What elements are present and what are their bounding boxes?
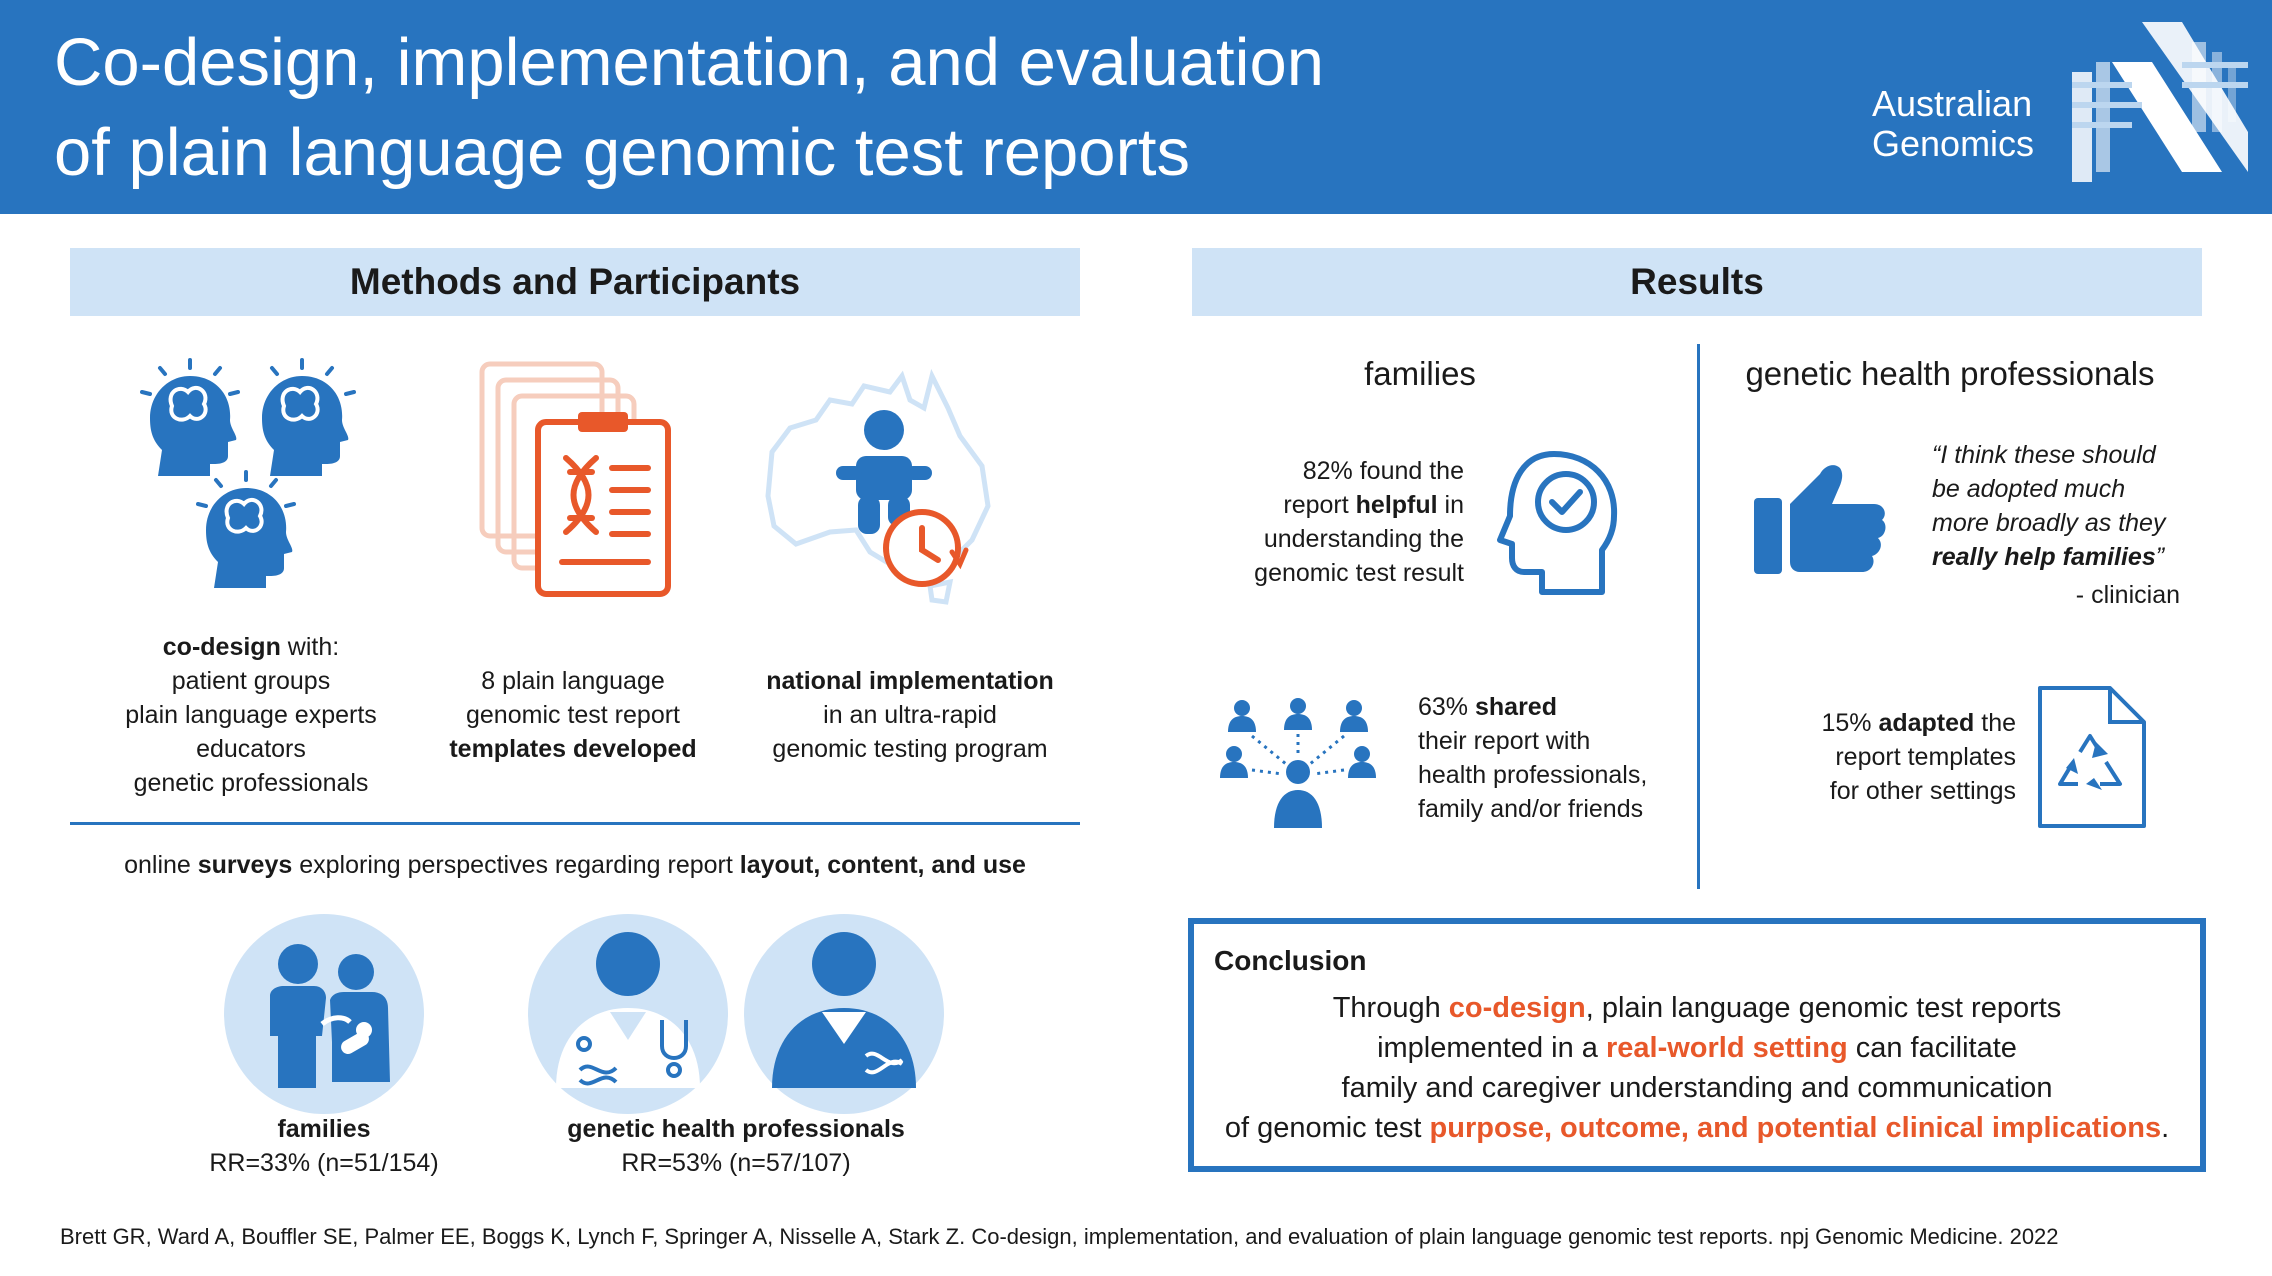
codesign-line-1: patient groups [171,667,331,695]
national-line-1: national implementation [766,667,1054,695]
genetic-professional-icon [744,914,944,1114]
conclusion-highlight-implications: purpose, outcome, and potential clinical… [1429,1112,2162,1144]
helpful-line-4: genomic test result [1254,559,1464,587]
quote-line-2: be adopted much [1932,475,2126,503]
ghp-survey-text: genetic health professionals RR=53% (n=5… [536,1112,936,1180]
methods-heading: Methods and Participants [70,248,1080,316]
conclusion-highlight-codesign: co-design [1448,992,1586,1024]
adapted-line-3: for other settings [1829,777,2016,805]
results-families-title: families [1364,355,1476,392]
families-survey-label: families [277,1115,371,1143]
national-line-2: in an ultra-rapid [823,701,997,729]
conclusion-box: Conclusion Through co-design, plain lang… [1188,918,2206,1172]
helpful-line-2-post: in [1437,491,1464,519]
quote-line-1: “I think these should [1932,441,2156,469]
surveys-bold-2: layout, content, and use [739,851,1026,879]
australia-map-icon [765,368,991,605]
adapted-line-1-bold: adapted [1878,709,1975,737]
ghp-survey-rr: RR=53% (n=57/107) [621,1149,851,1177]
helpful-line-3: understanding the [1263,525,1464,553]
conclusion-line-2-pre: implemented in a [1377,1032,1606,1064]
ghp-survey-label: genetic health professionals [567,1115,905,1143]
families-survey-rr: RR=33% (n=51/154) [209,1149,439,1177]
results-ghp-title: genetic health professionals [1745,355,2155,392]
brain-heads-icon [140,358,356,588]
head-check-icon [1497,451,1618,595]
conclusion-line-3: family and caregiver understanding and c… [1341,1072,2053,1104]
surveys-bold-1: surveys [197,851,293,879]
results-heading: Results [1192,248,2202,316]
adapted-text: 15% adapted the report templates for oth… [1760,706,2016,808]
shared-line-1-bold: shared [1474,693,1557,721]
title-line-2: of plain language genomic test reports [54,115,1190,190]
report-templates-icon [479,361,671,597]
page-title: Co-design, implementation, and evaluatio… [54,18,1554,198]
conclusion-body: Through co-design, plain language genomi… [1194,988,2200,1148]
templates-line-3: templates developed [449,735,697,763]
results-divider [1697,344,1700,889]
methods-divider [70,822,1080,825]
templates-line-1: 8 plain language [481,667,665,695]
families-icon [224,914,424,1114]
recycle-document-icon [2038,686,2146,828]
quote-attribution: - clinician [2075,581,2180,609]
codesign-bold: co-design [162,633,281,661]
national-text: national implementation in an ultra-rapi… [740,664,1080,766]
codesign-line-2: plain language experts [125,701,377,729]
codesign-suffix: with: [280,633,340,661]
conclusion-line-1-pre: Through [1332,992,1449,1024]
helpful-line-2-bold: helpful [1355,491,1438,519]
adapted-line-2: report templates [1835,743,2016,771]
title-line-1: Co-design, implementation, and evaluatio… [54,25,1325,100]
shared-line-3: health professionals, [1418,761,1648,789]
national-line-3: genomic testing program [772,735,1048,763]
helpful-text: 82% found the report helpful in understa… [1200,454,1464,590]
quote-text: “I think these should be adopted much mo… [1932,438,2212,574]
codesign-text: co-design with: patient groups plain lan… [100,630,402,800]
helpful-line-1: 82% found the [1302,457,1464,485]
logo-line-1: Australian [1872,83,2033,124]
logo-text: Australian Genomics [1872,84,2034,164]
adapted-line-1-post: the [1974,709,2016,737]
templates-text: 8 plain language genomic test report tem… [428,664,718,766]
surveys-middle: exploring perspectives regarding report [292,851,740,879]
thumbs-up-icon [1754,465,1886,574]
shared-line-1-pre: 63% [1418,693,1475,721]
codesign-line-3: educators [196,735,306,763]
surveys-text: online surveys exploring perspectives re… [70,848,1080,882]
citation-text: Brett GR, Ward A, Bouffler SE, Palmer EE… [60,1224,2059,1249]
header-banner: Co-design, implementation, and evaluatio… [0,0,2272,214]
clinician-icon [528,914,728,1114]
shared-line-2: their report with [1418,727,1591,755]
quote-line-4-post: ” [2155,543,2165,571]
logo-mark-icon [2072,22,2248,182]
shared-text: 63% shared their report with health prof… [1418,690,1698,826]
shared-line-4: family and/or friends [1418,795,1644,823]
templates-line-2: genomic test report [466,701,680,729]
conclusion-line-2-post: can facilitate [1847,1032,2017,1064]
surveys-prefix: online [124,851,198,879]
conclusion-line-1-post: , plain language genomic test reports [1585,992,2062,1024]
logo-line-2: Genomics [1872,123,2035,164]
adapted-line-1-pre: 15% [1821,709,1879,737]
quote-line-3: more broadly as they [1932,509,2166,537]
sharing-network-icon [1220,698,1376,828]
conclusion-line-4-post: . [2161,1112,2170,1144]
quote-line-4-bold: really help families [1932,543,2156,571]
families-survey-text: families RR=33% (n=51/154) [174,1112,474,1180]
conclusion-line-4-pre: of genomic test [1224,1112,1430,1144]
codesign-line-4: genetic professionals [133,769,369,797]
conclusion-title: Conclusion [1214,945,1367,976]
conclusion-highlight-setting: real-world setting [1605,1032,1848,1064]
helpful-line-2-pre: report [1283,491,1356,519]
